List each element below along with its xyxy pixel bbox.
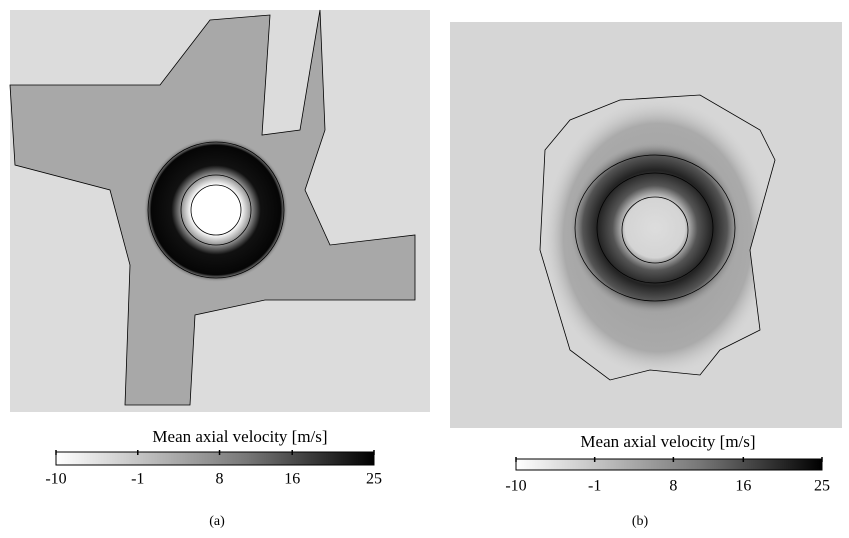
colorbar-tick-label: -10	[45, 471, 66, 488]
contour-image-b	[450, 22, 842, 428]
colorbar-tick-label: 16	[284, 471, 300, 488]
colorbar	[515, 458, 823, 471]
caption: (a)	[209, 514, 225, 529]
colorbar-tick-label: -1	[588, 478, 601, 495]
caption: (b)	[632, 514, 649, 529]
colorbar-tick-label: 16	[735, 478, 751, 495]
colorbar-tick-label: -10	[505, 478, 526, 495]
colorbar-title: Mean axial velocity [m/s]	[152, 427, 327, 446]
colorbar-tick-label: 8	[669, 478, 677, 495]
contour-image-a	[9, 9, 430, 412]
colorbar-title: Mean axial velocity [m/s]	[580, 432, 755, 451]
colorbar-tick-label: 25	[366, 471, 382, 488]
colorbar-tick-label: -1	[131, 471, 144, 488]
colorbar-tick-label: 8	[216, 471, 224, 488]
colorbar	[55, 451, 375, 466]
colorbar-tick-label: 25	[814, 478, 830, 495]
